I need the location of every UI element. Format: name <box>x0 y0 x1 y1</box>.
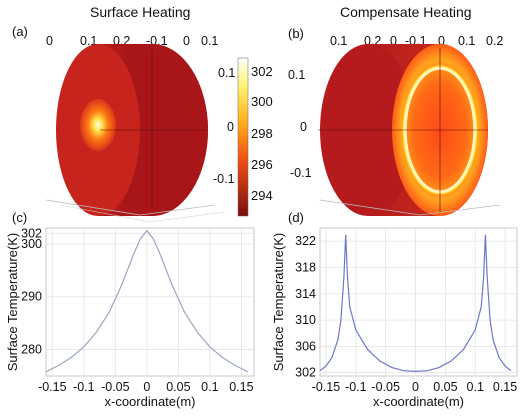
chart-d-x-tick-6: 0.15 <box>493 380 517 394</box>
b-tick-left-1: 0.1 <box>288 68 306 82</box>
chart-c-x-tick-0: -0.15 <box>38 380 67 394</box>
chart-d-y-tick-0: 322 <box>295 234 316 248</box>
chart-c-y-tick-1: 300 <box>21 237 42 251</box>
chart-c-y-tick-2: 290 <box>21 290 42 304</box>
chart-c-x-tick-5: 0.1 <box>201 380 218 394</box>
panel-c-tag: (c) <box>12 210 28 225</box>
chart-d-y-tick-4: 306 <box>295 339 316 353</box>
chart-d-x-tick-1: -0.1 <box>345 380 367 394</box>
colorbar-label-5: 294 <box>251 188 273 203</box>
chart-d-x-tick-3: 0 <box>412 380 419 394</box>
chart-c-x-tick-3: 0 <box>143 380 150 394</box>
chart-c-y-tick-0: 302 <box>21 226 42 240</box>
chart-d-y-tick-3: 310 <box>295 313 316 327</box>
b-tick-left-2: 0 <box>300 120 307 134</box>
panel-a-hot-spot <box>80 99 116 151</box>
chart-d-series-line <box>319 234 512 373</box>
panel-d-tag: (d) <box>288 210 304 225</box>
panel-b-tag: (b) <box>288 26 304 41</box>
colorbar-label-4: 296 <box>251 157 273 172</box>
colorbar-label-1: 302 <box>251 64 273 79</box>
chart-c-y-tick-3: 280 <box>21 343 42 357</box>
panel-a-floor-grid-2 <box>59 204 226 223</box>
chart-d-x-tick-5: 0.1 <box>467 380 484 394</box>
chart-d-x-axis-label: x-coordinate(m) <box>373 394 464 409</box>
b-tick-left-3: -0.1 <box>290 166 312 180</box>
a-tick-right-2: 0 <box>227 120 234 134</box>
chart-d-y-axis-label: Surface Temperature(K) <box>271 233 286 372</box>
chart-c-x-tick-2: -0.05 <box>101 380 130 394</box>
b-tick-top-1: 0.1 <box>330 34 348 48</box>
b-tick-top-3: 0 <box>390 34 397 48</box>
panel-b-render <box>318 44 501 216</box>
chart-c-plot-area <box>45 227 255 377</box>
chart-d-x-tick-0: -0.15 <box>312 380 341 394</box>
colorbar-label-3: 298 <box>251 126 273 141</box>
chart-c-y-axis-label: Surface Temperature(K) <box>5 233 20 372</box>
chart-d-y-tick-2: 314 <box>295 287 316 301</box>
chart-c-series-line <box>45 229 248 373</box>
panel-a-render <box>45 44 226 223</box>
panel-a-tag: (a) <box>12 24 28 39</box>
a-tick-top-6: 0.1 <box>201 34 219 48</box>
chart-d-x-tick-2: -0.05 <box>371 380 400 394</box>
a-tick-top-1: 0 <box>46 34 53 48</box>
chart-d-y-tick-1: 318 <box>295 260 316 274</box>
panel-a-title: Surface Heating <box>90 4 191 20</box>
a-tick-top-2: 0.1 <box>80 34 98 48</box>
b-tick-top-5: 0 <box>438 34 445 48</box>
b-tick-top-6: 0.1 <box>458 34 476 48</box>
a-tick-right-1: 0.1 <box>218 66 236 80</box>
colorbar-label-2: 300 <box>251 94 273 109</box>
panel-b-title: Compensate Heating <box>340 4 472 20</box>
a-tick-top-5: 0 <box>183 34 190 48</box>
chart-d-y-tick-5: 302 <box>295 366 316 380</box>
chart-c-x-axis-label: x-coordinate(m) <box>104 394 195 409</box>
chart-c-x-tick-1: -0.1 <box>73 380 95 394</box>
panel-b-floor-grid <box>319 199 501 216</box>
colorbar <box>237 57 249 217</box>
panel-a-floor-grid <box>45 199 216 216</box>
b-tick-top-7: 0.2 <box>486 34 504 48</box>
chart-c-x-tick-6: 0.15 <box>229 380 253 394</box>
chart-c-x-tick-4: 0.05 <box>166 380 190 394</box>
chart-d-x-tick-4: 0.05 <box>433 380 457 394</box>
a-tick-right-3: -0.1 <box>213 172 235 186</box>
